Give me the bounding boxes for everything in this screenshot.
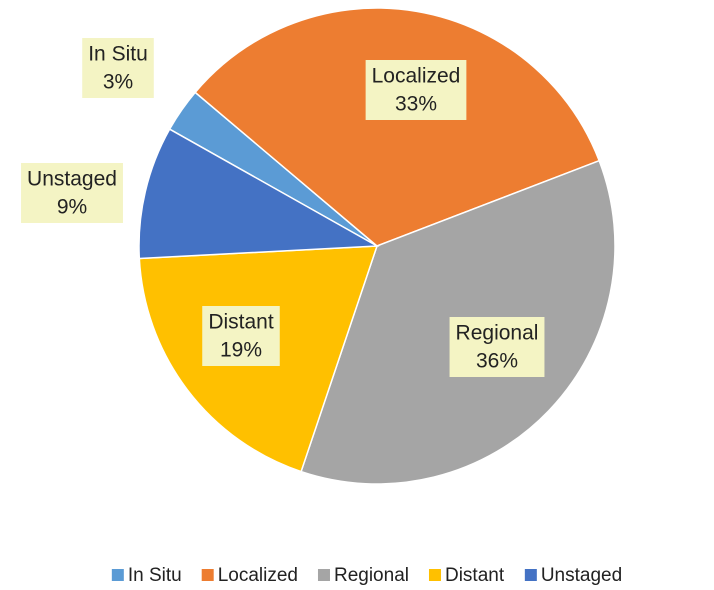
- legend: In Situ Localized Regional Distant Unstaged: [111, 565, 622, 586]
- legend-label: Unstaged: [541, 565, 622, 586]
- legend-label: Localized: [218, 565, 298, 586]
- legend-swatch: [317, 569, 330, 581]
- data-label-name: Unstaged: [27, 168, 117, 191]
- data-label-value: 36%: [476, 350, 518, 373]
- data-label: Regional 36%: [449, 317, 545, 377]
- data-label-box: [365, 60, 467, 120]
- data-label-value: 3%: [103, 71, 133, 94]
- pie-slice: [138, 128, 380, 260]
- legend-label: Regional: [334, 565, 409, 586]
- data-label-name: Localized: [372, 65, 461, 88]
- data-label-box: [202, 306, 280, 366]
- legend-swatch: [111, 569, 124, 581]
- legend-swatch: [201, 569, 214, 581]
- legend-label: Distant: [445, 565, 505, 586]
- data-label: Localized 33%: [365, 60, 467, 120]
- data-label-name: Regional: [456, 322, 539, 345]
- data-label-name: Distant: [208, 311, 274, 334]
- pie-slice: [194, 7, 601, 247]
- data-label-box: [21, 163, 123, 223]
- legend-label: In Situ: [128, 565, 182, 586]
- data-label-value: 19%: [220, 339, 262, 362]
- data-label: In Situ 3%: [82, 38, 154, 98]
- data-label-box: [449, 317, 545, 377]
- legend-swatch: [428, 569, 441, 581]
- data-label-box: [82, 38, 154, 98]
- data-label: Unstaged 9%: [21, 163, 123, 223]
- data-label-value: 9%: [57, 196, 87, 219]
- data-label: Distant 19%: [202, 306, 280, 366]
- data-label-value: 33%: [395, 93, 437, 116]
- legend-swatch: [524, 569, 537, 581]
- data-label-name: In Situ: [88, 43, 148, 66]
